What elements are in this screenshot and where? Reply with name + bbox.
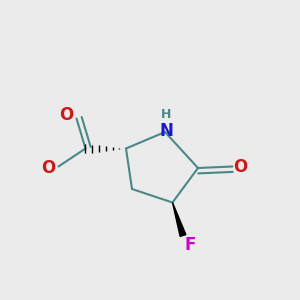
Text: N: N: [160, 122, 173, 140]
Polygon shape: [172, 202, 186, 236]
Text: O: O: [233, 158, 247, 175]
Text: O: O: [41, 159, 55, 177]
Text: F: F: [185, 236, 196, 253]
Text: H: H: [161, 108, 172, 121]
Text: O: O: [59, 106, 73, 124]
